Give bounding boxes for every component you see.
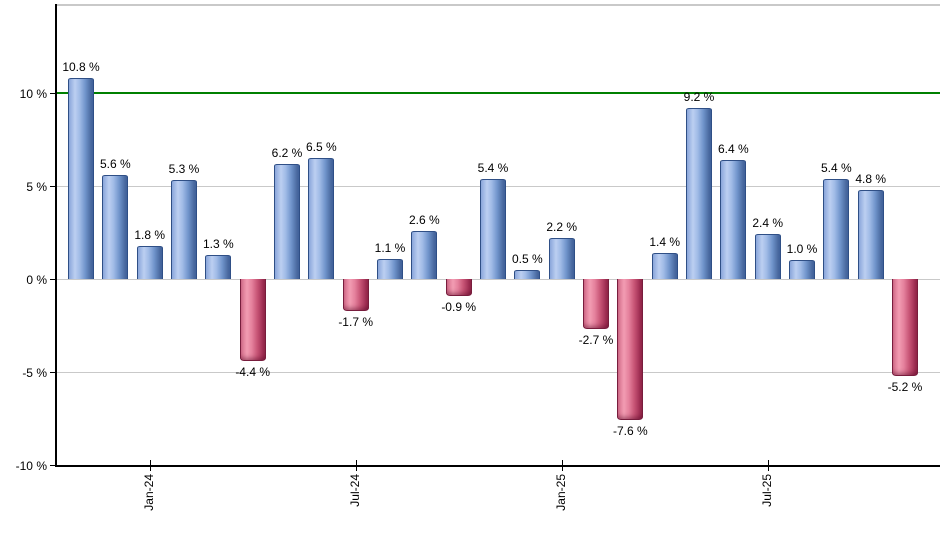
bar-value-label: 0.5 % (511, 251, 543, 266)
x-tick (767, 460, 769, 471)
bar-value-label: 5.4 % (820, 160, 852, 175)
bar (720, 159, 747, 279)
bar-value-label: -2.7 % (578, 333, 614, 348)
bar-value-label: -5.2 % (887, 379, 923, 394)
x-axis-tick-label: Jan-25 (553, 474, 568, 511)
y-tick (50, 372, 57, 373)
x-axis-tick-label: Jul-24 (347, 474, 362, 507)
bar (68, 78, 94, 279)
bar-value-label: 2.6 % (408, 212, 440, 227)
x-tick (355, 460, 357, 471)
bar (479, 178, 506, 279)
bar-value-label: -7.6 % (612, 424, 648, 439)
bar (102, 174, 129, 279)
bar-value-label: 6.5 % (305, 140, 337, 155)
bar-value-label: -0.9 % (441, 299, 476, 314)
y-axis-tick-label: -10 % (15, 459, 47, 473)
y-axis-tick-label: 0 % (26, 273, 47, 287)
bar-value-label: 10.8 % (62, 60, 100, 75)
bar (582, 279, 609, 330)
y-axis (55, 4, 57, 467)
bar (170, 180, 197, 279)
bar-value-label: 1.1 % (374, 240, 406, 255)
x-tick (561, 460, 563, 471)
y-tick (50, 186, 57, 187)
bar (823, 178, 850, 279)
bar-value-label: 2.2 % (546, 220, 577, 235)
bar-value-label: 5.4 % (477, 160, 509, 175)
bar (685, 107, 712, 279)
y-tick (50, 279, 57, 280)
bar (273, 163, 300, 279)
bar (548, 238, 575, 279)
y-axis-tick-label: 10 % (19, 87, 47, 101)
y-tick (50, 465, 57, 466)
bar (411, 230, 438, 279)
bar (891, 279, 918, 376)
bar (239, 279, 266, 361)
bar-value-label: 6.2 % (271, 145, 303, 160)
bar (376, 258, 403, 279)
bar-value-label: 1.4 % (649, 234, 680, 249)
reference-line (57, 92, 940, 94)
y-tick (50, 93, 57, 94)
bar-value-label: 9.2 % (683, 89, 715, 104)
plot-top-border (57, 4, 940, 6)
bar (136, 245, 163, 279)
x-axis-tick-label: Jul-25 (759, 474, 774, 507)
bar (342, 279, 369, 311)
bar-value-label: 1.0 % (786, 242, 818, 257)
gridline (57, 279, 940, 280)
x-axis (55, 465, 940, 467)
bar (617, 279, 644, 421)
bar-value-label: 5.6 % (99, 156, 131, 171)
gridline (57, 372, 940, 373)
bar (445, 279, 472, 296)
bar-value-label: 1.3 % (202, 236, 234, 251)
bar (651, 252, 678, 279)
bar-value-label: 1.8 % (134, 227, 165, 242)
y-axis-tick-label: 5 % (26, 180, 47, 194)
x-axis-tick-label: Jan-24 (141, 474, 156, 511)
bar (754, 234, 781, 279)
bar (514, 269, 541, 279)
x-tick (149, 460, 151, 471)
bar-value-label: 6.4 % (717, 141, 749, 156)
bar (857, 189, 884, 279)
bar-value-label: -1.7 % (338, 314, 373, 329)
y-axis-tick-label: -5 % (22, 366, 47, 380)
bar-value-label: 5.3 % (168, 162, 200, 177)
bar-value-label: -4.4 % (235, 364, 270, 379)
bar (788, 260, 815, 279)
bar (308, 158, 335, 279)
bar (205, 254, 232, 279)
bar-value-label: 2.4 % (752, 216, 783, 231)
bar-value-label: 4.8 % (855, 171, 886, 186)
